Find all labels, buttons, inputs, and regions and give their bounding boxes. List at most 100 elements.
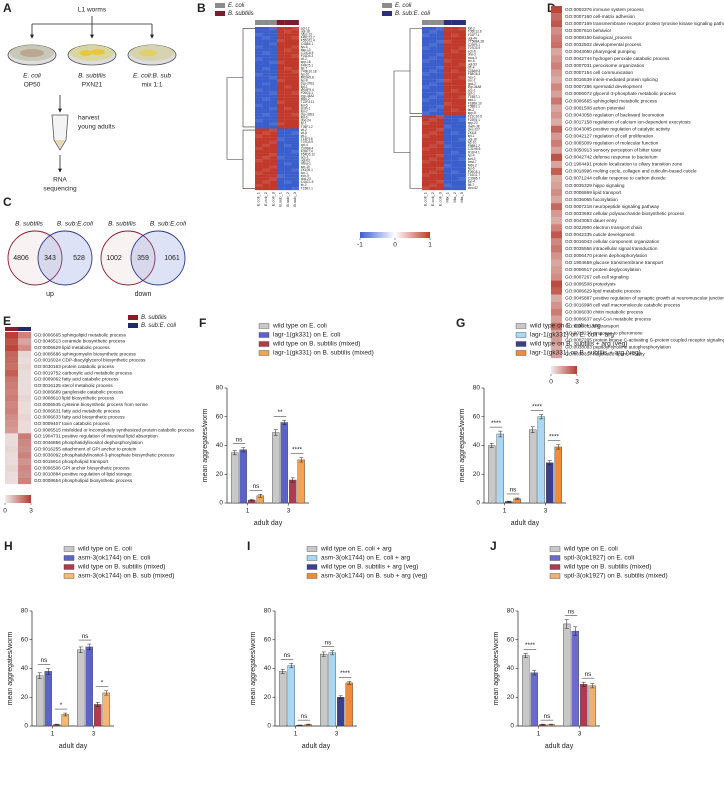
heatmap-cell (291, 137, 299, 141)
legend-swatch (382, 11, 392, 16)
bar (571, 630, 579, 727)
heatmap-cell (276, 91, 285, 95)
heatmap-cell (284, 122, 292, 126)
legend-swatch (549, 546, 561, 552)
heatmap-cell (429, 56, 437, 60)
heatmap-cell (255, 128, 263, 132)
heatmap-cell (436, 141, 445, 145)
heatmap-cell (443, 180, 452, 184)
heatmap-cell (276, 97, 285, 101)
heatmap-cell (269, 100, 278, 105)
heatmap-cell (291, 39, 299, 43)
heatmap-cell (255, 137, 263, 141)
go-term: GO:0019752 carboxylic acid metabolic pro… (34, 370, 133, 375)
heatmap-cell (551, 329, 562, 338)
legend-swatch (258, 323, 270, 329)
heatmap-cell (422, 62, 430, 67)
y-tick-label: 0 (219, 500, 223, 507)
go-term: GO:0036065 fucosylation (565, 197, 618, 202)
heatmap-cell (443, 128, 452, 132)
heatmap-cell (262, 186, 270, 191)
heatmap-cell (458, 167, 466, 171)
heatmap-cell (436, 66, 445, 70)
heatmap-cell (429, 128, 437, 132)
heatmap-cell (18, 408, 32, 415)
gene-label: ttr-1 (301, 122, 307, 126)
heatmap-cell (276, 110, 285, 114)
heatmap-cell (284, 140, 292, 145)
error-bar (539, 414, 544, 420)
x-tick-label: 1 (537, 731, 541, 738)
heatmap-cell (262, 125, 270, 129)
heatmap-cell (551, 97, 562, 105)
heatmap-cell (269, 66, 278, 71)
gene-label: scdh-1 (301, 106, 311, 110)
gene-label: asp-13 (301, 48, 311, 52)
heatmap-cell (284, 60, 292, 65)
column-annotation (422, 20, 430, 25)
legend-swatch (549, 564, 561, 570)
go-term: GO:0007154 cell communication (565, 70, 633, 75)
heatmap-cell (551, 83, 562, 91)
heatmap-cell (262, 165, 270, 169)
heatmap-cell (551, 6, 562, 14)
heatmap-cell (255, 156, 263, 160)
legend-label: sptl-3(ok1927) on E. coli (564, 555, 634, 562)
heatmap-cell (291, 70, 299, 74)
sample-label: E.coli_1 (256, 191, 261, 206)
error-bar (37, 672, 42, 679)
gene-label: lipl-1 (468, 134, 475, 138)
dendrogram (226, 28, 255, 189)
go-term: GO:0033692 cellular polysaccharide biosy… (565, 211, 685, 216)
heatmap-cell (262, 39, 270, 43)
heatmap-cell (262, 82, 270, 86)
heatmap-cell (429, 33, 437, 37)
heatmap-cell (551, 224, 562, 232)
heatmap-cell (436, 75, 445, 80)
gene-label: cyp-34A8 (468, 85, 482, 89)
heatmap-cell (276, 174, 285, 178)
heatmap-cell (436, 176, 445, 181)
heatmap-cell (458, 150, 466, 155)
heatmap-cell (284, 165, 292, 169)
heatmap-cell (422, 92, 430, 96)
panel-a: A L1 worms E. coli OP50 B. subtilis PXN2… (3, 1, 177, 193)
heatmap-cell (255, 162, 263, 166)
legend-swatch (515, 332, 527, 338)
significance-label: **** (491, 420, 502, 427)
heatmap-cell (451, 154, 459, 158)
plate-strain: PXN21 (82, 82, 103, 89)
plate (127, 44, 177, 66)
y-tick-label: 40 (473, 442, 481, 449)
gene-label: math-38 (468, 124, 480, 128)
heatmap-cell (422, 79, 430, 83)
heatmap-cell (443, 173, 452, 178)
gene-label: F58G6.3 (468, 72, 481, 76)
heatmap-cell (18, 471, 32, 478)
plate-strain: OP50 (24, 82, 41, 89)
column-annotation (262, 20, 270, 25)
heatmap-cell (284, 27, 292, 31)
heatmap-cell (429, 157, 437, 161)
y-tick-label: 60 (21, 636, 29, 643)
legend-label: wild type on B. subtilis (mixed) (563, 564, 651, 571)
heatmap-cell (436, 72, 445, 77)
heatmap-cell (429, 40, 437, 44)
bar (280, 422, 288, 504)
heatmap-cell (284, 30, 292, 34)
heatmap-cell (429, 79, 437, 83)
legend-swatch (63, 546, 75, 552)
heatmap-cell (284, 79, 292, 83)
heatmap-cell (436, 92, 445, 96)
heatmap-cell (5, 439, 19, 447)
heatmap-cell (255, 168, 263, 172)
heatmap-cell (451, 33, 459, 37)
heatmap-cell (291, 100, 299, 105)
heatmap-cell (436, 160, 445, 165)
go-term: GO:0007205 protein kinase C-activating G… (565, 338, 724, 343)
heatmap-cell (255, 27, 263, 31)
gene-label: F21C10.9 (468, 114, 482, 118)
heatmap-cell (276, 54, 285, 58)
heatmap-cell (269, 146, 278, 151)
go-term: GO:0006517 protein deglycosylation (565, 267, 641, 272)
